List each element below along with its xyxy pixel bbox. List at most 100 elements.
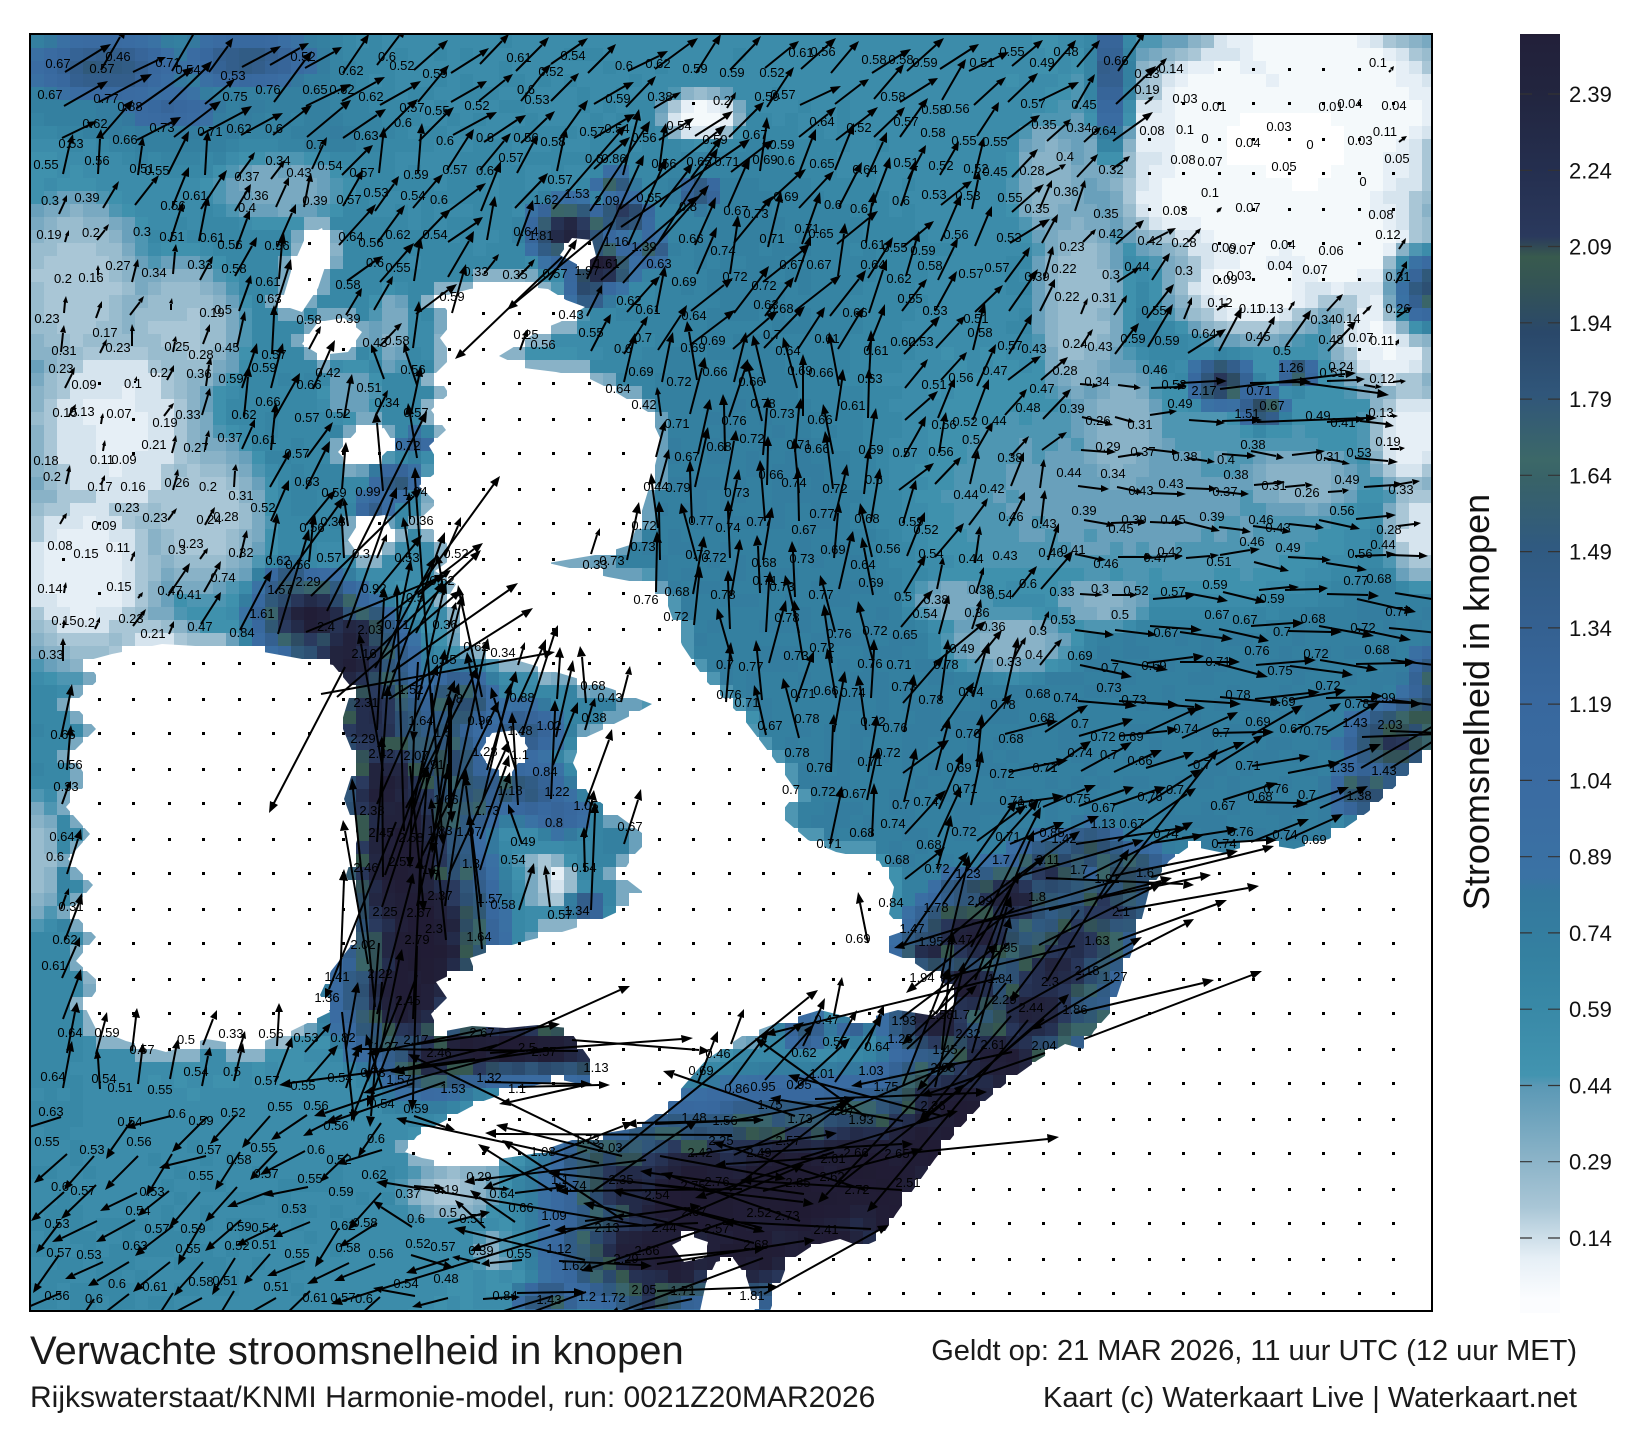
svg-text:0.54: 0.54: [317, 158, 342, 173]
svg-text:0.67: 0.67: [1091, 800, 1116, 815]
svg-text:1.34: 1.34: [1569, 616, 1612, 641]
svg-text:0.6: 0.6: [378, 49, 396, 64]
svg-text:0.17: 0.17: [87, 479, 112, 494]
svg-text:0.57: 0.57: [892, 445, 917, 460]
svg-text:0.67: 0.67: [757, 718, 782, 733]
svg-text:0.34: 0.34: [1084, 374, 1109, 389]
svg-text:1.62: 1.62: [533, 192, 558, 207]
svg-text:0.01: 0.01: [1318, 99, 1343, 114]
svg-text:0.49: 0.49: [510, 834, 535, 849]
svg-text:0.7: 0.7: [1273, 624, 1291, 639]
svg-text:0.6: 0.6: [307, 1142, 325, 1157]
svg-text:0.44: 0.44: [1569, 1074, 1612, 1099]
svg-text:1.38: 1.38: [1346, 788, 1371, 803]
svg-text:0.37: 0.37: [217, 430, 242, 445]
svg-text:0.54: 0.54: [91, 1071, 116, 1086]
svg-text:0.4: 0.4: [238, 200, 256, 215]
svg-text:0.61: 0.61: [182, 188, 207, 203]
svg-text:0.61: 0.61: [302, 1290, 327, 1305]
svg-text:0.51: 0.51: [356, 380, 381, 395]
svg-text:0.38: 0.38: [581, 710, 606, 725]
svg-text:0.2: 0.2: [43, 469, 61, 484]
svg-text:2.3: 2.3: [425, 921, 443, 936]
svg-text:0.68: 0.68: [706, 439, 731, 454]
svg-text:0.64: 0.64: [605, 381, 630, 396]
svg-text:0.46: 0.46: [1142, 362, 1167, 377]
svg-text:1.1: 1.1: [508, 1081, 526, 1096]
svg-text:0.62: 0.62: [226, 121, 251, 136]
svg-text:0.59: 0.59: [218, 371, 243, 386]
svg-text:0.35: 0.35: [1031, 117, 1056, 132]
svg-text:0.64: 0.64: [1191, 326, 1216, 341]
svg-text:0.99: 0.99: [355, 484, 380, 499]
svg-text:0.56: 0.56: [530, 337, 555, 352]
svg-text:0.57: 0.57: [336, 192, 361, 207]
svg-text:0.72: 0.72: [989, 766, 1014, 781]
svg-text:0.11: 0.11: [1370, 333, 1394, 348]
svg-text:0.69: 0.69: [820, 542, 845, 557]
svg-text:0.74: 0.74: [210, 570, 235, 585]
svg-text:0.31: 0.31: [228, 488, 253, 503]
svg-text:0.31: 0.31: [1385, 269, 1410, 284]
svg-text:0.76: 0.76: [1228, 824, 1253, 839]
svg-text:0.19: 0.19: [1375, 434, 1400, 449]
svg-text:1.48: 1.48: [507, 723, 532, 738]
svg-text:0.19: 0.19: [1134, 82, 1159, 97]
svg-text:0.57: 0.57: [430, 1239, 455, 1254]
svg-text:0.52: 0.52: [464, 98, 489, 113]
svg-text:0.59: 0.59: [226, 1219, 251, 1234]
svg-text:0.64: 0.64: [49, 829, 74, 844]
svg-text:0.71: 0.71: [759, 231, 784, 246]
svg-text:0.72: 0.72: [701, 550, 726, 565]
svg-text:0.24: 0.24: [1328, 359, 1353, 374]
svg-text:0.65: 0.65: [808, 226, 833, 241]
svg-text:0.34: 0.34: [1310, 312, 1335, 327]
svg-text:0.67: 0.67: [45, 56, 70, 71]
svg-text:0.55: 0.55: [250, 1140, 275, 1155]
svg-text:0: 0: [1201, 131, 1208, 146]
svg-text:0.69: 0.69: [752, 152, 777, 167]
svg-text:1.39: 1.39: [631, 239, 656, 254]
svg-text:1.72: 1.72: [600, 1290, 625, 1305]
svg-text:0.33: 0.33: [218, 1026, 243, 1041]
svg-text:0.57: 0.57: [1020, 96, 1045, 111]
svg-text:1.57: 1.57: [477, 891, 502, 906]
svg-text:0.2: 0.2: [54, 271, 72, 286]
svg-text:0.44: 0.44: [1370, 537, 1395, 552]
svg-text:0.58: 0.58: [921, 102, 946, 117]
svg-text:0.68: 0.68: [884, 852, 909, 867]
svg-text:0.43: 0.43: [1128, 483, 1153, 498]
svg-text:0.7: 0.7: [1298, 787, 1316, 802]
svg-text:0.7: 0.7: [1193, 757, 1211, 772]
svg-text:0.64: 0.64: [1091, 123, 1116, 138]
svg-text:0.67: 0.67: [37, 87, 62, 102]
svg-text:0.2: 0.2: [199, 479, 217, 494]
svg-text:0.57: 0.57: [547, 907, 572, 922]
svg-text:0.08: 0.08: [1368, 207, 1393, 222]
svg-text:0.05: 0.05: [1271, 159, 1296, 174]
svg-text:0.14: 0.14: [1335, 311, 1360, 326]
svg-text:0.42: 0.42: [979, 481, 1004, 496]
svg-text:0.71: 0.71: [886, 657, 911, 672]
svg-text:0: 0: [1359, 174, 1366, 189]
svg-text:0.77: 0.77: [1343, 573, 1368, 588]
svg-text:Rijkswaterstaat/KNMI Harmonie-: Rijkswaterstaat/KNMI Harmonie-model, run…: [30, 1381, 875, 1414]
svg-text:0.57: 0.57: [196, 1142, 221, 1157]
svg-text:0.33: 0.33: [582, 557, 607, 572]
svg-text:0.08: 0.08: [47, 538, 72, 553]
svg-text:2.29: 2.29: [991, 992, 1016, 1007]
svg-text:0.6: 0.6: [777, 153, 795, 168]
svg-text:0.39: 0.39: [74, 190, 99, 205]
svg-text:0.09: 0.09: [1212, 272, 1237, 287]
svg-text:0.38: 0.38: [1223, 467, 1248, 482]
svg-text:0.34: 0.34: [141, 265, 166, 280]
svg-text:0.58: 0.58: [967, 325, 992, 340]
svg-text:0.53: 0.53: [524, 92, 549, 107]
svg-text:0.72: 0.72: [810, 784, 835, 799]
svg-text:0.69: 0.69: [628, 364, 653, 379]
svg-text:0.68: 0.68: [916, 837, 941, 852]
svg-text:0.63: 0.63: [38, 1104, 63, 1119]
svg-text:0.6: 0.6: [850, 201, 868, 216]
svg-text:0.44: 0.44: [981, 413, 1006, 428]
svg-text:0.29: 0.29: [1095, 439, 1120, 454]
